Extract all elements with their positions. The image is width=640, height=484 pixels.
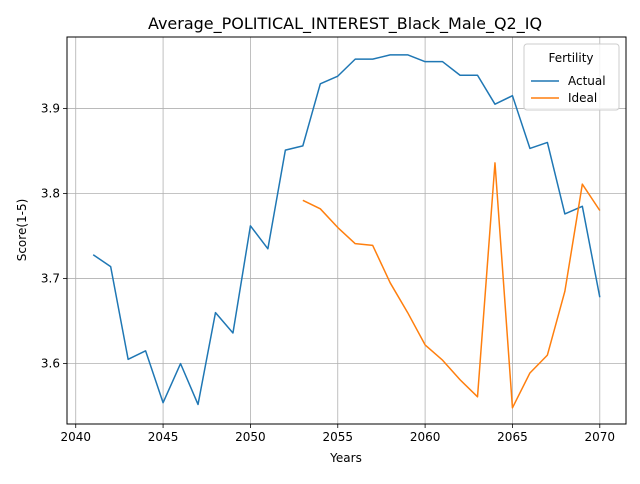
y-tick-label: 3.8	[41, 187, 60, 201]
legend: Fertility Actual Ideal	[523, 43, 620, 111]
series-line-ideal	[302, 162, 601, 409]
y-axis-ticks: 3.6 3.7 3.8 3.9	[41, 101, 67, 371]
x-tick-label: 2045	[148, 430, 179, 444]
x-tick-label: 2065	[497, 430, 528, 444]
legend-box	[523, 43, 620, 111]
x-tick-label: 2070	[585, 430, 616, 444]
x-axis-ticks: 2040 2045 2050 2055 2060 2065 2070	[60, 424, 615, 444]
x-tick-label: 2060	[410, 430, 441, 444]
x-tick-label: 2055	[322, 430, 353, 444]
series-line-actual	[92, 54, 601, 406]
series-lines	[92, 54, 601, 409]
chart-title: Average_POLITICAL_INTEREST_Black_Male_Q2…	[148, 14, 542, 34]
legend-label-actual: Actual	[568, 74, 606, 88]
legend-label-ideal: Ideal	[568, 91, 597, 105]
x-axis-label: Years	[329, 451, 362, 465]
x-tick-label: 2040	[60, 430, 91, 444]
x-tick-label: 2050	[235, 430, 266, 444]
y-axis-label: Score(1-5)	[15, 199, 29, 262]
y-tick-label: 3.6	[41, 357, 60, 371]
y-tick-label: 3.9	[41, 101, 60, 115]
plot-frame	[66, 36, 627, 425]
y-tick-label: 3.7	[41, 272, 60, 286]
legend-title: Fertility	[548, 51, 593, 65]
